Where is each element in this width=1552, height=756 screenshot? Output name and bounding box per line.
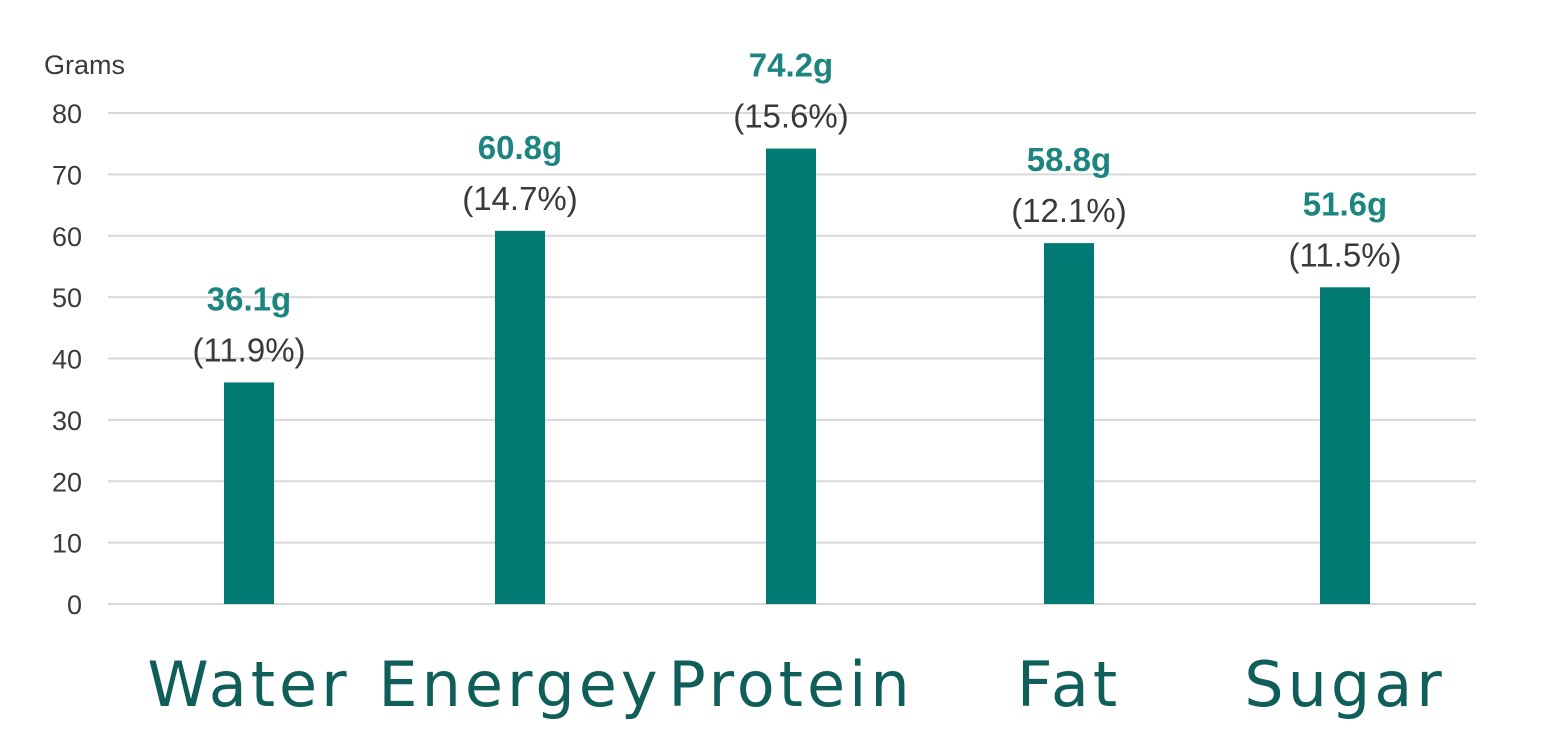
category-label: Sugar	[1244, 648, 1446, 721]
y-axis-ticks: 0 10 20 30 40 50 60 70 80	[52, 99, 82, 620]
y-tick-label: 0	[67, 590, 82, 620]
value-label: 51.6g	[1303, 185, 1387, 222]
category-label: Fat	[1017, 648, 1121, 721]
y-tick-label: 60	[52, 222, 82, 252]
percent-label: (15.6%)	[733, 98, 849, 135]
y-tick-label: 40	[52, 345, 82, 375]
value-label: 58.8g	[1027, 141, 1111, 178]
category-label: Water	[147, 648, 350, 721]
category-labels: Water Energey Protein Fat Sugar	[147, 648, 1446, 721]
y-tick-label: 50	[52, 283, 82, 313]
value-label: 60.8g	[478, 129, 562, 166]
bar-sugar	[1320, 287, 1370, 604]
value-label: 74.2g	[749, 47, 833, 84]
bar-water	[224, 382, 274, 604]
y-tick-label: 70	[52, 160, 82, 190]
bar-energey	[495, 230, 545, 604]
y-axis-title: Grams	[44, 50, 125, 80]
y-tick-label: 10	[52, 529, 82, 559]
data-labels: 36.1g (11.9%) 60.8g (14.7%) 74.2g (15.6%) 58.8…	[192, 47, 1401, 369]
percent-label: (11.5%)	[1288, 236, 1401, 273]
category-label: Protein	[668, 648, 913, 721]
percent-label: (14.7%)	[462, 180, 578, 217]
bar-protein	[766, 148, 816, 604]
percent-label: (11.9%)	[192, 331, 305, 368]
category-label: Energey	[378, 648, 661, 721]
y-tick-label: 30	[52, 406, 82, 436]
value-label: 36.1g	[207, 280, 291, 317]
y-tick-label: 20	[52, 467, 82, 497]
percent-label: (12.1%)	[1011, 192, 1127, 229]
bars	[224, 148, 1370, 605]
y-tick-label: 80	[52, 99, 82, 129]
bar-fat	[1044, 243, 1094, 605]
